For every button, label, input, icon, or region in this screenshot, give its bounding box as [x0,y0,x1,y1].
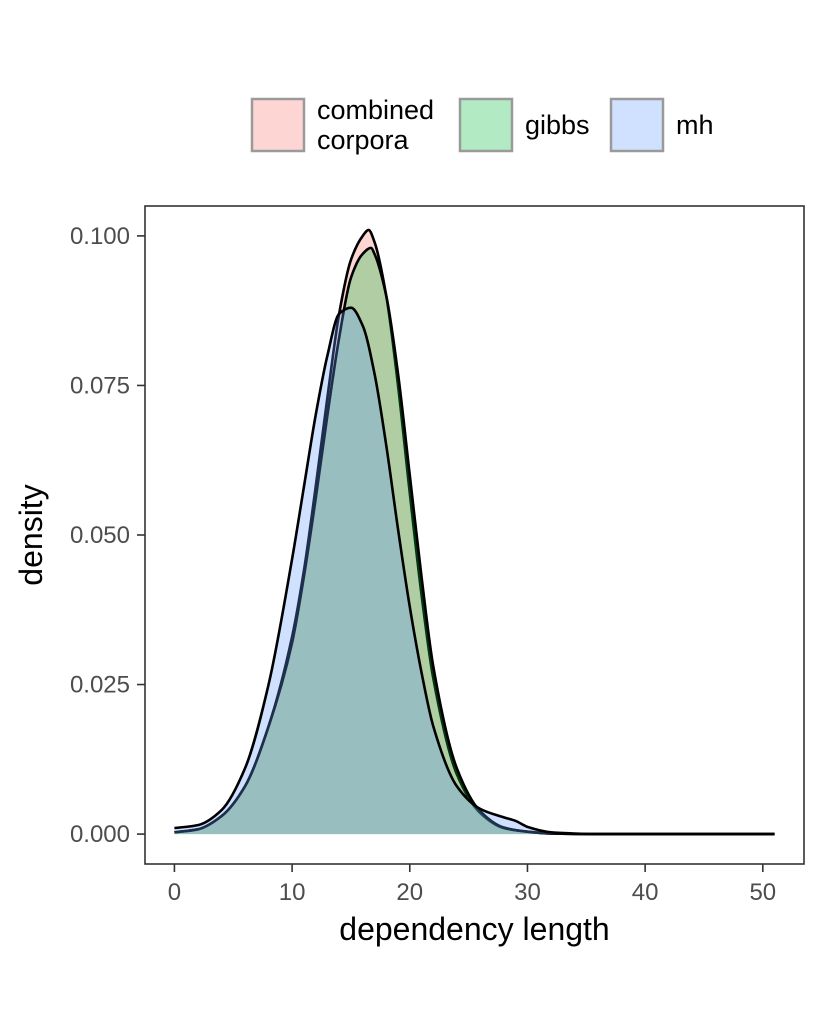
y-tick-label: 0.025 [70,672,130,699]
legend-key-gibbs [458,97,514,153]
y-tick-label: 0.000 [70,821,130,848]
legend-item-gibbs: gibbs [458,97,590,153]
x-tick-label: 50 [749,879,776,906]
legend-key-mh [609,97,665,153]
density-areas [174,228,775,836]
density-area-mh [174,307,775,835]
plot-panel-border [144,205,805,865]
legend-label-combined-corpora: combined [317,95,434,125]
x-tick-label: 40 [632,879,659,906]
density-area-combined-corpora [174,229,775,835]
x-axis-title: dependency length [339,911,609,947]
legend-label-combined-corpora: corpora [317,125,410,155]
x-tick-label: 0 [168,879,181,906]
x-tick-label: 30 [514,879,541,906]
y-tick-label: 0.050 [70,522,130,549]
legend-label-gibbs: gibbs [525,110,590,140]
legend-label-mh: mh [676,110,714,140]
x-tick-label: 20 [396,879,423,906]
legend-key-combined-corpora [250,97,306,153]
y-tick-label: 0.075 [70,372,130,399]
x-tick-label: 10 [279,879,306,906]
density-line-mh [174,306,775,836]
x-axis: 0 10 20 30 40 50 [168,864,776,906]
y-tick-label: 0.100 [70,223,130,250]
density-area-gibbs [174,247,775,835]
legend-item-mh: mh [609,97,714,153]
y-axis: 0.000 0.025 0.050 0.075 0.100 [70,223,145,848]
y-axis-title: density [13,484,49,585]
